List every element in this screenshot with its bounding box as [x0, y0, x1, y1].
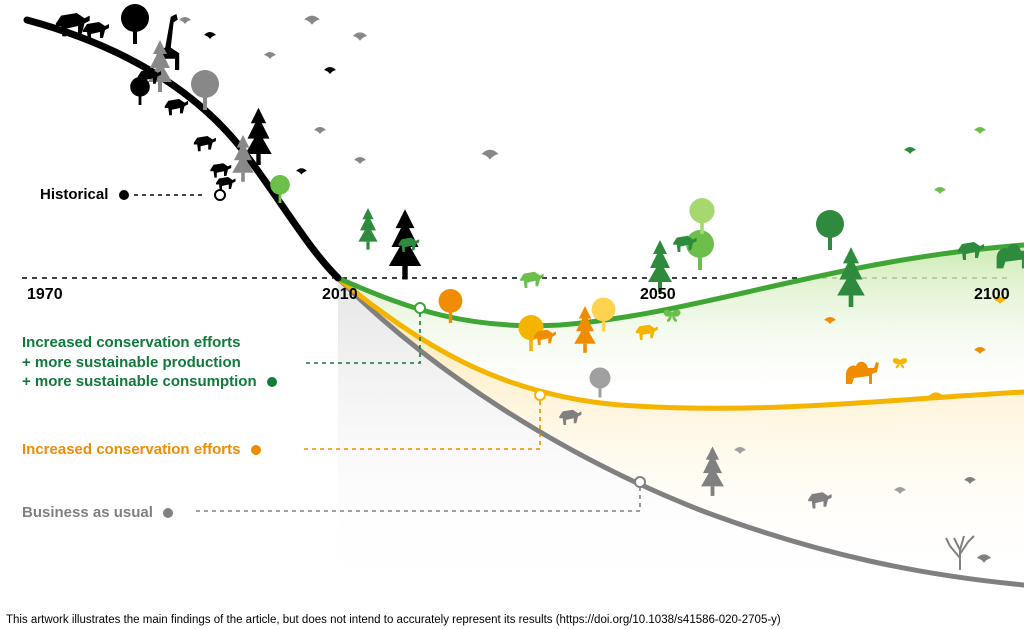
- legend-historical: Historical: [40, 185, 129, 205]
- legend-best-line2: + more sustainable production: [22, 353, 277, 373]
- legend-historical-dot: [119, 190, 129, 200]
- marker-historical: [215, 190, 225, 200]
- axis-year-split: 2010: [322, 286, 358, 304]
- marker-best: [415, 303, 425, 313]
- marker-bau: [635, 477, 645, 487]
- legend-best-line1: Increased conservation efforts: [22, 333, 277, 353]
- legend-best-dot: [267, 377, 277, 387]
- legend-historical-label: Historical: [40, 186, 108, 203]
- footer-note: This artwork illustrates the main findin…: [6, 614, 781, 626]
- curve-historical: [27, 20, 338, 278]
- chart-svg: [0, 0, 1024, 629]
- axis-year-start: 1970: [27, 286, 63, 304]
- legend-conservation: Increased conservation efforts: [22, 440, 261, 460]
- legend-bau: Business as usual: [22, 503, 173, 523]
- legend-bau-dot: [163, 508, 173, 518]
- legend-bau-label: Business as usual: [22, 504, 153, 521]
- axis-year-end: 2100: [974, 286, 1010, 304]
- biodiversity-scenarios-infographic: { "canvas": { "width": 1024, "height": 6…: [0, 0, 1024, 629]
- axis-year-mid: 2050: [640, 286, 676, 304]
- legend-best: Increased conservation efforts + more su…: [22, 333, 277, 392]
- marker-conservation: [535, 390, 545, 400]
- legend-best-line3: + more sustainable consumption: [22, 373, 257, 390]
- silhouettes-historical: [56, 4, 499, 279]
- legend-conservation-dot: [251, 445, 261, 455]
- legend-conservation-label: Increased conservation efforts: [22, 441, 240, 458]
